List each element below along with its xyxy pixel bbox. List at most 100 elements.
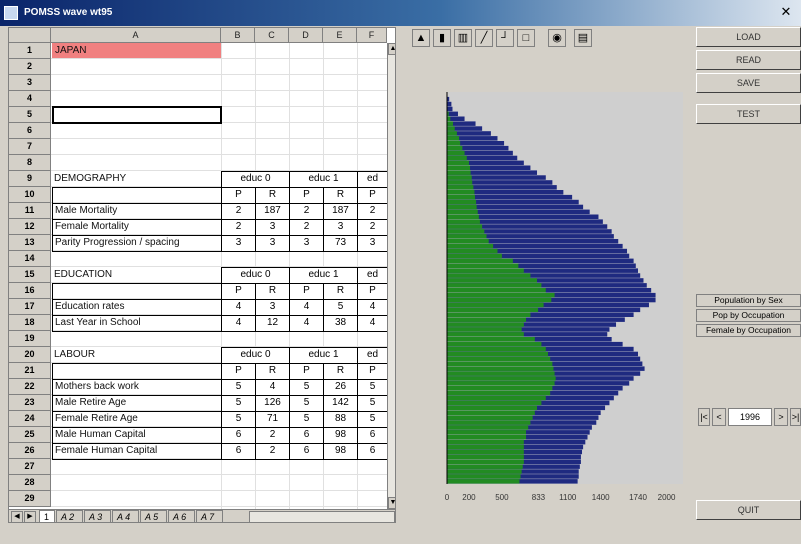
row-header[interactable]: 2 (9, 59, 51, 75)
parameter-value[interactable]: 5 (357, 379, 388, 396)
parameter-label[interactable]: Last Year in School (55, 317, 141, 328)
parameter-value[interactable]: 4 (357, 299, 388, 316)
parameter-value[interactable]: 3 (289, 235, 324, 252)
column-header-a[interactable]: A (51, 28, 221, 43)
row-header[interactable]: 10 (9, 187, 51, 203)
year-prev-button[interactable]: < (712, 408, 726, 426)
spreadsheet[interactable]: A B C D E F 1 2 3 4 5 6 7 8 9 10 11 12 13 14 15 16 17 18 19 20 21 2… (8, 27, 396, 523)
parameter-label[interactable]: Parity Progression / spacing (55, 237, 180, 248)
parameter-value[interactable]: 4 (221, 299, 256, 316)
view-pop-by-occupation[interactable]: Pop by Occupation (696, 309, 801, 322)
subheader-cell[interactable]: R (323, 363, 358, 380)
subheader-cell[interactable]: P (357, 187, 388, 204)
parameter-value[interactable]: 5 (221, 411, 256, 428)
sheet-tab[interactable]: A 6 (168, 510, 195, 522)
scroll-up-icon[interactable]: ▲ (388, 43, 395, 55)
parameter-value[interactable]: 6 (221, 427, 256, 444)
row-header[interactable]: 19 (9, 331, 51, 347)
parameter-label[interactable]: Female Retire Age (55, 413, 138, 424)
parameter-value[interactable]: 187 (255, 203, 290, 220)
selected-cell[interactable] (52, 106, 222, 124)
parameter-value[interactable]: 3 (221, 235, 256, 252)
parameter-value[interactable]: 5 (357, 411, 388, 428)
subheader-cell[interactable]: R (255, 187, 290, 204)
close-icon[interactable]: ✕ (780, 4, 792, 19)
quit-button[interactable]: QUIT (696, 500, 801, 520)
group-header[interactable]: ed (357, 267, 388, 284)
view-female-by-occupation[interactable]: Female by Occupation (696, 324, 801, 337)
subheader-cell[interactable]: P (357, 363, 388, 380)
country-cell[interactable]: JAPAN (52, 43, 221, 58)
parameter-value[interactable]: 5 (289, 411, 324, 428)
parameter-value[interactable]: 5 (323, 299, 358, 316)
group-header[interactable]: educ 1 (289, 347, 358, 364)
scroll-down-icon[interactable]: ▼ (388, 497, 395, 509)
parameter-value[interactable]: 2 (357, 219, 388, 236)
year-value[interactable]: 1996 (728, 408, 772, 426)
sheet-tab[interactable]: A 7 (196, 510, 223, 522)
row-header[interactable]: 14 (9, 251, 51, 267)
row-header[interactable]: 26 (9, 443, 51, 459)
parameter-label[interactable]: Male Retire Age (55, 397, 127, 408)
row-header[interactable]: 25 (9, 427, 51, 443)
parameter-value[interactable]: 3 (357, 235, 388, 252)
row-header[interactable]: 22 (9, 379, 51, 395)
parameter-value[interactable]: 98 (323, 443, 358, 460)
parameter-value[interactable]: 98 (323, 427, 358, 444)
document-icon[interactable]: ▤ (574, 29, 592, 47)
subheader-cell[interactable]: P (221, 363, 256, 380)
parameter-value[interactable]: 26 (323, 379, 358, 396)
row-header[interactable]: 28 (9, 475, 51, 491)
parameter-value[interactable]: 71 (255, 411, 290, 428)
sheet-tab[interactable]: A 4 (112, 510, 139, 522)
group-header[interactable]: educ 0 (221, 171, 290, 188)
parameter-label[interactable]: Mothers back work (55, 381, 139, 392)
subheader-cell[interactable]: R (323, 283, 358, 300)
parameter-value[interactable]: 2 (357, 203, 388, 220)
group-header[interactable]: educ 0 (221, 347, 290, 364)
row-header[interactable]: 16 (9, 283, 51, 299)
tab-prev-icon[interactable]: ◀ (11, 511, 23, 522)
group-header[interactable]: ed (357, 347, 388, 364)
chart-line-icon[interactable]: ╱ (475, 29, 493, 47)
chart-column-icon[interactable]: ▥ (454, 29, 472, 47)
year-last-button[interactable]: >| (790, 408, 801, 426)
subheader-cell[interactable]: P (289, 187, 324, 204)
parameter-value[interactable]: 3 (323, 219, 358, 236)
row-header[interactable]: 5 (9, 107, 51, 123)
sheet-tab[interactable]: A 3 (84, 510, 111, 522)
parameter-value[interactable]: 5 (357, 395, 388, 412)
save-button[interactable]: SAVE (696, 73, 801, 93)
parameter-value[interactable]: 2 (289, 219, 324, 236)
row-header[interactable]: 11 (9, 203, 51, 219)
parameter-label[interactable]: Female Mortality (55, 221, 129, 232)
parameter-value[interactable]: 142 (323, 395, 358, 412)
parameter-value[interactable]: 73 (323, 235, 358, 252)
parameter-value[interactable]: 6 (357, 443, 388, 460)
parameter-value[interactable]: 38 (323, 315, 358, 332)
chart-step-icon[interactable]: ┘ (496, 29, 514, 47)
subheader-cell[interactable]: P (221, 283, 256, 300)
parameter-value[interactable]: 6 (221, 443, 256, 460)
parameter-value[interactable]: 6 (357, 427, 388, 444)
parameter-value[interactable]: 4 (289, 315, 324, 332)
row-header[interactable]: 9 (9, 171, 51, 187)
parameter-label[interactable]: Education rates (55, 301, 125, 312)
parameter-value[interactable]: 187 (323, 203, 358, 220)
chart-bar-icon[interactable]: ▮ (433, 29, 451, 47)
year-next-button[interactable]: > (774, 408, 788, 426)
subheader-cell[interactable]: P (289, 363, 324, 380)
tab-next-icon[interactable]: ▶ (24, 511, 36, 522)
parameter-value[interactable]: 2 (255, 443, 290, 460)
row-header[interactable]: 1 (9, 43, 51, 59)
parameter-value[interactable]: 6 (289, 443, 324, 460)
column-header-b[interactable]: B (221, 28, 255, 43)
row-header[interactable]: 12 (9, 219, 51, 235)
row-header[interactable]: 29 (9, 491, 51, 507)
parameter-label[interactable]: Male Mortality (55, 205, 118, 216)
row-header[interactable]: 7 (9, 139, 51, 155)
parameter-label[interactable]: Male Human Capital (55, 429, 146, 440)
chart-blank-icon[interactable]: □ (517, 29, 535, 47)
subheader-cell[interactable]: R (255, 283, 290, 300)
subheader-cell[interactable]: R (255, 363, 290, 380)
